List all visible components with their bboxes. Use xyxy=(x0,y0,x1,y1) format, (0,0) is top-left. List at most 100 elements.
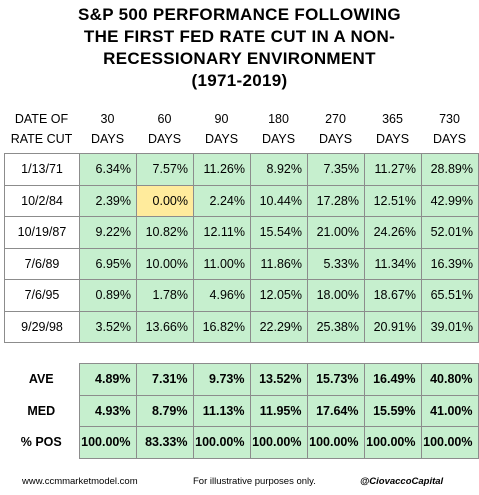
value-cell: 9.22% xyxy=(79,216,137,249)
value-cell: 11.27% xyxy=(364,153,422,186)
value-cell: 5.33% xyxy=(307,247,365,280)
row-date: 7/6/89 xyxy=(4,247,80,280)
summary-value: 7.31% xyxy=(135,363,194,396)
summary-value: 100.00% xyxy=(363,426,422,459)
summary-value: 4.93% xyxy=(78,394,137,427)
value-cell: 13.66% xyxy=(136,310,194,343)
value-cell: 21.00% xyxy=(307,216,365,249)
summary-row: AVE 4.89% 7.31% 9.73% 13.52% 15.73% 16.49% 40.8… xyxy=(4,363,479,396)
value-cell: 11.34% xyxy=(364,247,422,280)
summary-value: 11.95% xyxy=(249,394,308,427)
summary-row: % POS 100.00% 83.33% 100.00% 100.00% 100.00% 1… xyxy=(4,426,479,459)
header-cell: 180 xyxy=(268,112,289,126)
header-cell: DAYS xyxy=(204,132,239,146)
summary-value: 83.33% xyxy=(135,426,194,459)
value-cell: 0.00% xyxy=(136,184,194,217)
table-row: 10/19/87 9.22% 10.82% 12.11% 15.54% 21.00% 24.… xyxy=(4,216,479,249)
value-cell: 10.44% xyxy=(250,184,308,217)
value-cell: 12.51% xyxy=(364,184,422,217)
table-row: 7/6/89 6.95% 10.00% 11.00% 11.86% 5.33% 11.34%… xyxy=(4,247,479,280)
summary-value: 100.00% xyxy=(78,426,137,459)
summary-label: % POS xyxy=(4,426,79,458)
row-date: 10/19/87 xyxy=(4,216,80,249)
header-row: RATE CUT DAYS DAYS DAYS DAYS DAYS DAYS DAYS xyxy=(4,131,478,151)
summary-value: 9.73% xyxy=(192,363,251,396)
summary-table: AVE 4.89% 7.31% 9.73% 13.52% 15.73% 16.49% 40.8… xyxy=(4,363,479,459)
summary-value: 4.89% xyxy=(78,363,137,396)
value-cell: 20.91% xyxy=(364,310,422,343)
summary-value: 100.00% xyxy=(192,426,251,459)
summary-value: 100.00% xyxy=(306,426,365,459)
header-row: DATE OF 30 60 90 180 270 365 730 xyxy=(4,111,478,131)
row-date: 7/6/95 xyxy=(4,279,80,312)
value-cell: 4.96% xyxy=(193,279,251,312)
title-line-3: RECESSIONARY ENVIRONMENT xyxy=(103,49,376,68)
value-cell: 28.89% xyxy=(421,153,479,186)
header-cell: DATE OF xyxy=(14,112,69,126)
value-cell: 24.26% xyxy=(364,216,422,249)
summary-label: AVE xyxy=(4,363,79,395)
summary-value: 15.73% xyxy=(306,363,365,396)
chart-title: S&P 500 PERFORMANCE FOLLOWING THE FIRST … xyxy=(0,4,479,92)
value-cell: 18.00% xyxy=(307,279,365,312)
value-cell: 16.39% xyxy=(421,247,479,280)
header-cell: 90 xyxy=(214,112,229,126)
header-cell: RATE CUT xyxy=(10,132,73,146)
column-header: DATE OF 30 60 90 180 270 365 730 RATE CUT DAYS DAY… xyxy=(4,111,478,151)
value-cell: 11.86% xyxy=(250,247,308,280)
value-cell: 11.26% xyxy=(193,153,251,186)
row-date: 1/13/71 xyxy=(4,153,80,186)
performance-table: 1/13/71 6.34% 7.57% 11.26% 8.92% 7.35% 11.27% 2… xyxy=(4,153,479,343)
value-cell: 25.38% xyxy=(307,310,365,343)
header-cell: DAYS xyxy=(432,132,467,146)
summary-value: 100.00% xyxy=(249,426,308,459)
header-cell: DAYS xyxy=(375,132,410,146)
title-line-4: (1971-2019) xyxy=(191,71,288,90)
value-cell: 1.78% xyxy=(136,279,194,312)
summary-value: 13.52% xyxy=(249,363,308,396)
header-cell: DAYS xyxy=(261,132,296,146)
value-cell: 16.82% xyxy=(193,310,251,343)
value-cell: 6.34% xyxy=(79,153,137,186)
value-cell: 2.24% xyxy=(193,184,251,217)
header-cell: 270 xyxy=(325,112,346,126)
row-date: 9/29/98 xyxy=(4,310,80,343)
value-cell: 8.92% xyxy=(250,153,308,186)
value-cell: 10.00% xyxy=(136,247,194,280)
summary-label: MED xyxy=(4,395,79,427)
value-cell: 6.95% xyxy=(79,247,137,280)
title-line-1: S&P 500 PERFORMANCE FOLLOWING xyxy=(78,5,401,24)
value-cell: 11.00% xyxy=(193,247,251,280)
summary-row: MED 4.93% 8.79% 11.13% 11.95% 17.64% 15.59% 41.… xyxy=(4,394,479,427)
table-row: 9/29/98 3.52% 13.66% 16.82% 22.29% 25.38% 20.9… xyxy=(4,310,479,343)
summary-value: 8.79% xyxy=(135,394,194,427)
value-cell: 12.05% xyxy=(250,279,308,312)
table-row: 1/13/71 6.34% 7.57% 11.26% 8.92% 7.35% 11.27% 2… xyxy=(4,153,479,186)
value-cell: 39.01% xyxy=(421,310,479,343)
header-cell: DAYS xyxy=(147,132,182,146)
summary-value: 41.00% xyxy=(420,394,479,427)
summary-value: 40.80% xyxy=(420,363,479,396)
row-date: 10/2/84 xyxy=(4,184,80,217)
footer-note: For illustrative purposes only. xyxy=(193,476,316,487)
value-cell: 15.54% xyxy=(250,216,308,249)
summary-value: 16.49% xyxy=(363,363,422,396)
header-cell: 30 xyxy=(100,112,115,126)
header-cell: 60 xyxy=(157,112,172,126)
value-cell: 52.01% xyxy=(421,216,479,249)
value-cell: 17.28% xyxy=(307,184,365,217)
footer-url: www.ccmmarketmodel.com xyxy=(22,476,138,487)
value-cell: 22.29% xyxy=(250,310,308,343)
summary-value: 100.00% xyxy=(420,426,479,459)
footer-handle: @CiovaccoCapital xyxy=(360,476,444,487)
header-cell: DAYS xyxy=(90,132,125,146)
value-cell: 65.51% xyxy=(421,279,479,312)
value-cell: 7.35% xyxy=(307,153,365,186)
value-cell: 3.52% xyxy=(79,310,137,343)
value-cell: 7.57% xyxy=(136,153,194,186)
header-cell: 365 xyxy=(382,112,403,126)
header-cell: DAYS xyxy=(318,132,353,146)
value-cell: 2.39% xyxy=(79,184,137,217)
table-row: 10/2/84 2.39% 0.00% 2.24% 10.44% 17.28% 12.51%… xyxy=(4,184,479,217)
summary-value: 17.64% xyxy=(306,394,365,427)
